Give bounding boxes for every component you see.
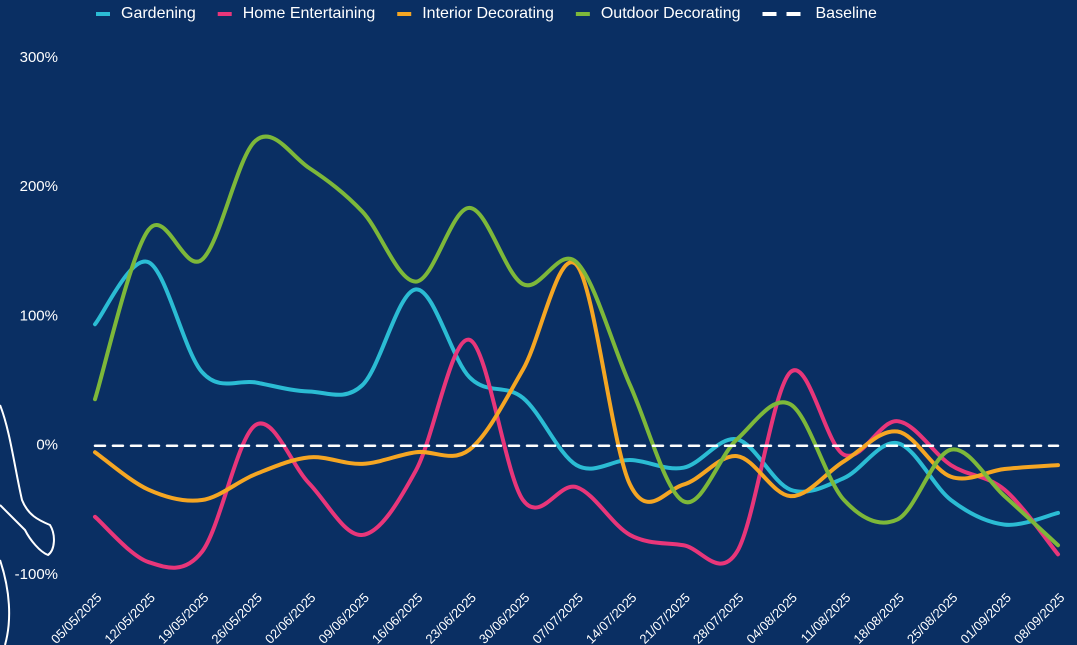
x-tick-label: 26/05/2025 — [208, 590, 265, 645]
legend-label: Home Entertaining — [243, 5, 376, 22]
x-tick-label: 08/09/2025 — [1011, 590, 1068, 645]
series-line — [93, 337, 1060, 570]
x-tick-label: 21/07/2025 — [636, 590, 693, 645]
figure-illustration — [0, 404, 55, 645]
x-tick-label: 16/06/2025 — [369, 590, 426, 645]
series-line — [93, 259, 1060, 527]
legend-item: Outdoor Decorating — [575, 5, 741, 22]
legend-label: Interior Decorating — [422, 5, 554, 22]
x-tick-label: 19/05/2025 — [155, 590, 212, 645]
legend-item: Home Entertaining — [217, 5, 376, 22]
y-tick-label: 200% — [20, 178, 58, 195]
y-tick-label: 300% — [20, 49, 58, 66]
x-tick-label: 11/08/2025 — [798, 590, 854, 645]
x-tick-label: 30/06/2025 — [476, 590, 533, 645]
legend-item: Gardening — [96, 5, 196, 22]
legend-label: Outdoor Decorating — [601, 5, 741, 22]
legend-item: Baseline — [762, 5, 877, 22]
legend-label: Gardening — [121, 5, 196, 22]
x-tick-label: 02/06/2025 — [262, 590, 319, 645]
x-tick-label: 12/05/2025 — [101, 590, 158, 645]
series-line — [93, 134, 1060, 548]
x-tick-label: 14/07/2025 — [583, 590, 640, 645]
y-tick-label: 0% — [36, 437, 58, 454]
x-tick-label: 09/06/2025 — [315, 590, 372, 645]
legend-label: Baseline — [816, 5, 877, 22]
x-tick-label: 07/07/2025 — [529, 590, 586, 645]
x-tick-label: 28/07/2025 — [690, 590, 747, 645]
x-tick-label: 23/06/2025 — [422, 590, 479, 645]
y-tick-label: -100% — [15, 566, 58, 583]
x-tick-label: 04/08/2025 — [743, 590, 800, 645]
x-tick-label: 18/08/2025 — [850, 590, 907, 645]
x-tick-label: 25/08/2025 — [904, 590, 961, 645]
y-tick-label: 100% — [20, 307, 58, 324]
x-tick-label: 01/09/2025 — [957, 590, 1014, 645]
x-tick-label: 05/05/2025 — [48, 590, 105, 645]
series-line — [93, 260, 1060, 504]
legend-item: Interior Decorating — [397, 5, 554, 22]
